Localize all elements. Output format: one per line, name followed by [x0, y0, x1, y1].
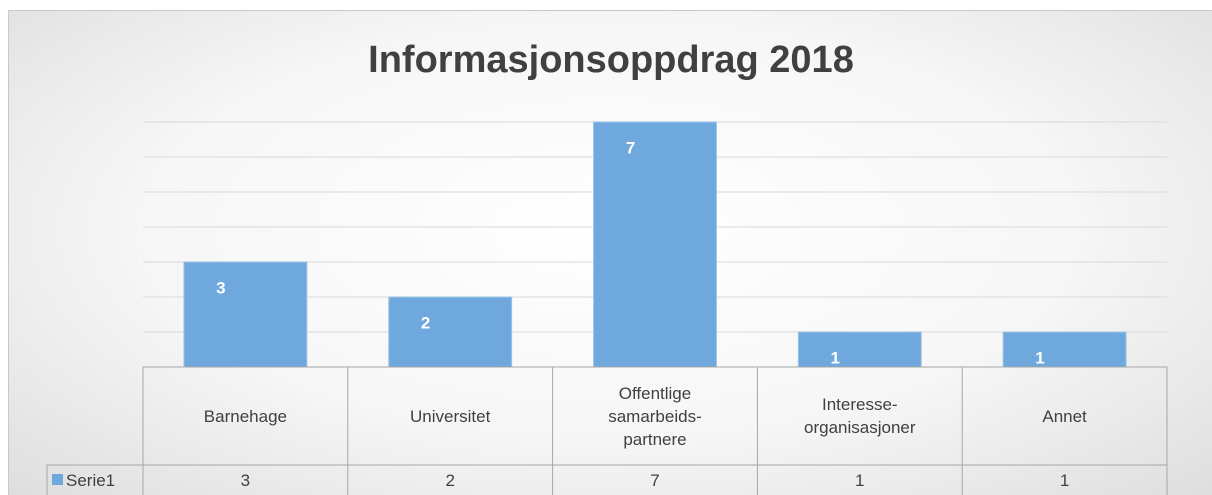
x-tick-label-text: Barnehage: [203, 406, 287, 426]
x-tick-label-text: Offentlige samarbeids-partnere: [608, 383, 702, 449]
bar: [593, 121, 717, 368]
x-tick-label-text: Annet: [1042, 406, 1087, 426]
data-label: 3: [216, 278, 225, 297]
bar: [1002, 331, 1127, 368]
chart-title: Informasjonsoppdrag 2018: [368, 39, 854, 81]
x-tick-label-text: Universitet: [410, 406, 491, 426]
bar: [183, 261, 308, 368]
bar: [797, 331, 922, 368]
table-value-text: 1: [1059, 470, 1070, 490]
legend-entry: Serie1: [63, 465, 143, 495]
legend-entry-text: Serie1: [66, 470, 116, 490]
table-value: 1: [757, 465, 962, 495]
table-value-text: 3: [240, 470, 251, 490]
table-value-text: 7: [650, 470, 660, 490]
table-value: 3: [143, 465, 348, 495]
table-value: 2: [348, 465, 553, 495]
table-value-text: 2: [445, 470, 455, 490]
data-label: 1: [830, 348, 839, 367]
table-value-text: 1: [855, 470, 865, 490]
data-label: 1: [1035, 348, 1044, 367]
x-tick-label: Annet: [962, 367, 1167, 465]
data-label: 2: [421, 313, 430, 332]
x-tick-label-text: Interesse-organisasjoner: [804, 395, 916, 437]
legend-swatch: [52, 474, 63, 485]
table-value: 1: [962, 465, 1167, 495]
x-tick-label: Offentlige samarbeids-partnere: [553, 367, 758, 465]
data-label: 7: [626, 138, 635, 157]
table-value: 7: [553, 465, 758, 495]
x-tick-label: Barnehage: [143, 367, 348, 465]
x-tick-label: Universitet: [348, 367, 553, 465]
bar: [388, 296, 513, 368]
x-tick-label: Interesse-organisasjoner: [757, 367, 962, 465]
